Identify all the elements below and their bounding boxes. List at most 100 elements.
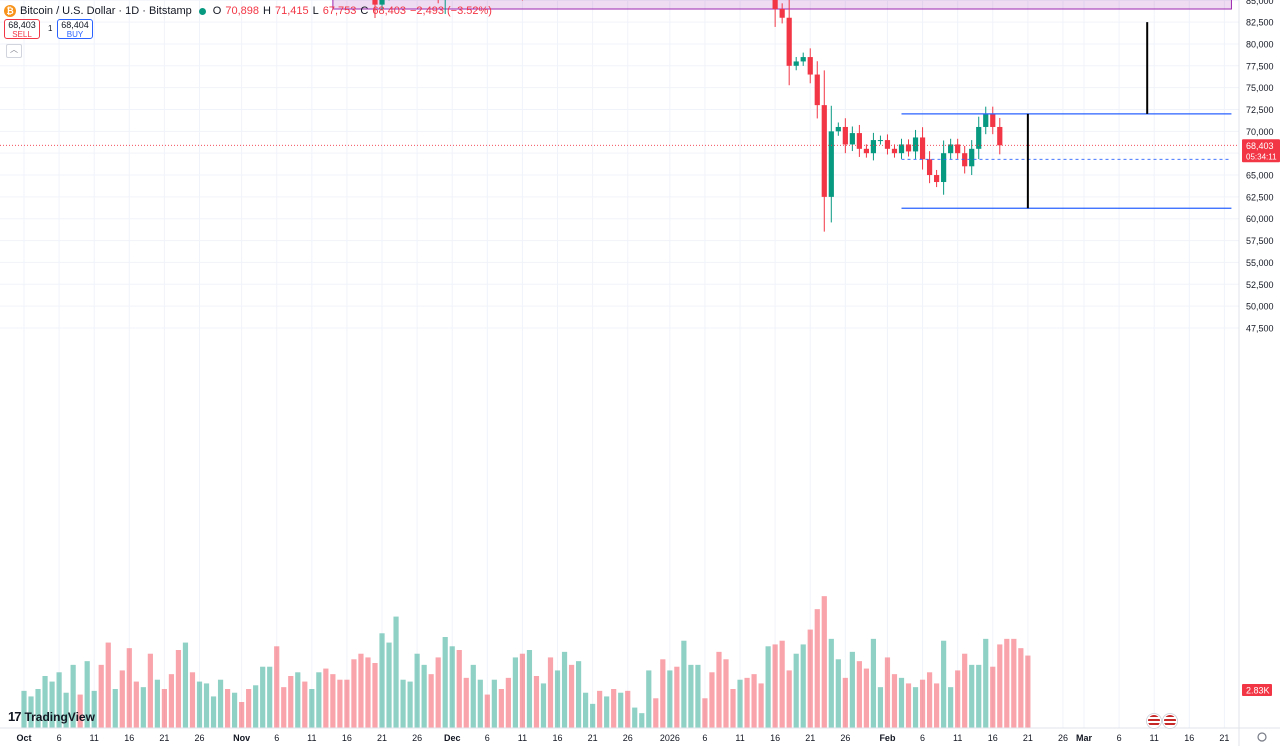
volume-bar <box>919 679 926 728</box>
volume-bar <box>667 670 673 728</box>
time-axis-label: 6 <box>702 733 707 743</box>
volume-bar <box>77 694 83 728</box>
candle-body[interactable] <box>926 159 933 176</box>
candle-body[interactable] <box>891 148 898 154</box>
candle-body[interactable] <box>990 113 996 127</box>
candle-body[interactable] <box>955 144 961 154</box>
volume-bar <box>358 653 364 728</box>
time-axis-label: 26 <box>412 733 422 743</box>
volume-bar <box>217 679 224 728</box>
volume-tag-text: 2.83K <box>1246 686 1270 696</box>
volume-bar <box>91 690 97 728</box>
candle-body[interactable] <box>842 126 848 145</box>
time-axis-label: 11 <box>307 733 316 743</box>
time-axis-label: 16 <box>770 733 780 743</box>
candle-body[interactable] <box>905 144 912 152</box>
price-axis-label: 72,500 <box>1246 105 1274 115</box>
time-axis-label: 21 <box>1023 733 1033 743</box>
volume-bar <box>316 672 322 728</box>
volume-bar <box>646 670 652 728</box>
volume-bar <box>625 690 631 728</box>
volume-bar <box>154 679 160 728</box>
volume-bar <box>891 674 898 728</box>
time-axis-label: 26 <box>194 733 204 743</box>
candle-body[interactable] <box>962 153 968 167</box>
candle-body[interactable] <box>828 131 834 197</box>
close-label: C <box>360 5 369 17</box>
volume-bar <box>309 689 315 728</box>
volume-bar <box>49 681 55 728</box>
candle-body[interactable] <box>898 144 905 154</box>
candle-body[interactable] <box>870 140 877 154</box>
volume-bar <box>456 650 462 728</box>
us-flag-icon[interactable] <box>1147 714 1161 728</box>
candle-body[interactable] <box>814 74 820 106</box>
volume-bar <box>583 692 589 728</box>
volume-bar <box>674 666 680 728</box>
time-axis-label: 6 <box>1117 733 1122 743</box>
volume-bar <box>575 661 582 728</box>
volume-bar <box>253 685 259 728</box>
candle-body[interactable] <box>800 57 806 62</box>
candle-body[interactable] <box>969 148 975 167</box>
candle-body[interactable] <box>849 133 855 145</box>
candle-body[interactable] <box>877 140 884 142</box>
candle-body[interactable] <box>863 148 869 154</box>
volume-bar <box>288 676 294 728</box>
candle-body[interactable] <box>934 175 940 183</box>
price-axis-label: 80,000 <box>1246 39 1274 49</box>
candle-body[interactable] <box>372 0 378 5</box>
volume-bar <box>639 713 645 728</box>
candle-body[interactable] <box>856 133 862 149</box>
volume-bar <box>435 657 441 728</box>
drawings <box>0 22 1239 209</box>
us-flag-icon[interactable] <box>1163 714 1177 728</box>
spread-value: 1 <box>48 24 53 33</box>
volume-bar <box>955 670 961 728</box>
price-axis-label: 77,500 <box>1246 61 1274 71</box>
buy-button[interactable]: 68,404 BUY <box>57 19 93 39</box>
candle-body[interactable] <box>835 126 841 132</box>
volume-bar <box>561 651 568 728</box>
candle-body[interactable] <box>793 61 799 66</box>
volume-bar <box>140 687 146 728</box>
candle-body[interactable] <box>983 113 989 127</box>
candle-body[interactable] <box>821 105 827 197</box>
candle-body[interactable] <box>912 137 919 152</box>
candle-body[interactable] <box>976 126 982 149</box>
volume-bar <box>716 651 722 728</box>
price-axis-label: 75,000 <box>1246 83 1274 93</box>
high-label: H <box>263 5 271 17</box>
collapse-chevron-icon[interactable]: ︿ <box>6 44 22 58</box>
volume-bar <box>926 672 933 728</box>
volume-bar <box>772 644 778 728</box>
candle-body[interactable] <box>779 9 785 18</box>
volume-bar <box>1025 655 1031 728</box>
candle-body[interactable] <box>997 126 1003 146</box>
symbol-title[interactable]: Bitcoin / U.S. Dollar · 1D · Bitstamp <box>20 5 192 17</box>
low-label: L <box>312 5 319 17</box>
candle-body[interactable] <box>772 0 778 10</box>
volume-bar <box>210 696 217 728</box>
candle-body[interactable] <box>948 144 954 154</box>
candle-body[interactable] <box>807 57 813 75</box>
sell-button[interactable]: 68,403 SELL <box>4 19 40 39</box>
time-axis-label: 11 <box>735 733 744 743</box>
settings-gear-icon[interactable] <box>1257 732 1267 742</box>
volume-bar <box>828 638 834 728</box>
time-axis-label: Mar <box>1076 733 1093 743</box>
volume-bar <box>463 677 469 728</box>
candle-body[interactable] <box>786 17 792 66</box>
volume-bar <box>63 692 69 728</box>
candle-body[interactable] <box>379 0 385 5</box>
volume-tag <box>1242 684 1272 696</box>
candle-body[interactable] <box>919 137 926 160</box>
candle-body[interactable] <box>941 153 947 183</box>
candle-body[interactable] <box>884 140 891 149</box>
volume-bar <box>351 659 357 728</box>
volume-bar <box>421 664 427 728</box>
price-axis-label: 65,000 <box>1246 171 1274 181</box>
tradingview-logo[interactable]: 17 TradingView <box>8 709 95 724</box>
